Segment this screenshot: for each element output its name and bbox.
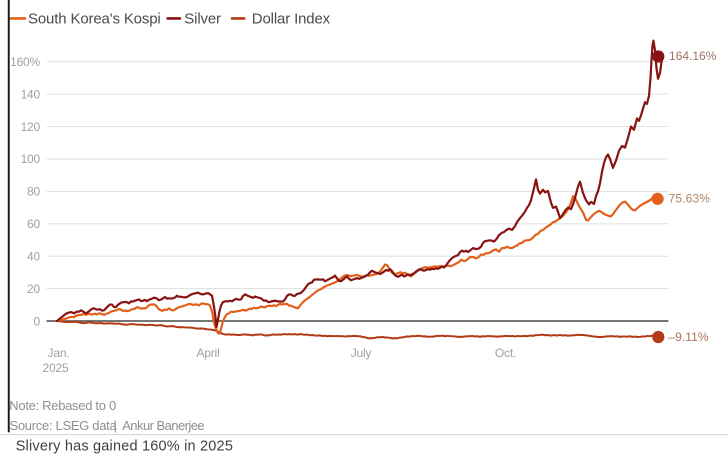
svg-text:40: 40 — [27, 250, 40, 264]
svg-text:80: 80 — [27, 185, 40, 199]
svg-text:Jan.: Jan. — [48, 346, 70, 360]
svg-text:Silver: Silver — [184, 11, 221, 28]
svg-text:Slivery has gained 160% in 202: Slivery has gained 160% in 2025 — [16, 439, 233, 455]
svg-text:0: 0 — [34, 314, 41, 328]
svg-text:2025: 2025 — [43, 361, 69, 375]
svg-text:Source: LSEG data: Source: LSEG data — [10, 418, 118, 433]
svg-text:April: April — [196, 346, 219, 360]
svg-text:Dollar Index: Dollar Index — [252, 11, 331, 28]
svg-text:164.16%: 164.16% — [669, 49, 717, 63]
svg-text:Ankur Banerjee: Ankur Banerjee — [122, 418, 204, 433]
svg-text:100: 100 — [21, 152, 41, 166]
svg-text:20: 20 — [27, 282, 40, 296]
svg-text:|: | — [114, 418, 117, 433]
svg-text:July: July — [351, 346, 372, 360]
svg-text:South Korea's Kospi: South Korea's Kospi — [28, 11, 161, 28]
svg-text:Note: Rebased to 0: Note: Rebased to 0 — [9, 398, 116, 413]
svg-text:160%: 160% — [10, 55, 40, 69]
svg-text:–9.11%: –9.11% — [668, 330, 709, 344]
svg-text:140: 140 — [21, 87, 41, 101]
svg-text:120: 120 — [21, 120, 41, 134]
svg-text:60: 60 — [27, 217, 40, 231]
svg-text:75.63%: 75.63% — [669, 192, 711, 206]
svg-text:Oct.: Oct. — [495, 346, 516, 360]
